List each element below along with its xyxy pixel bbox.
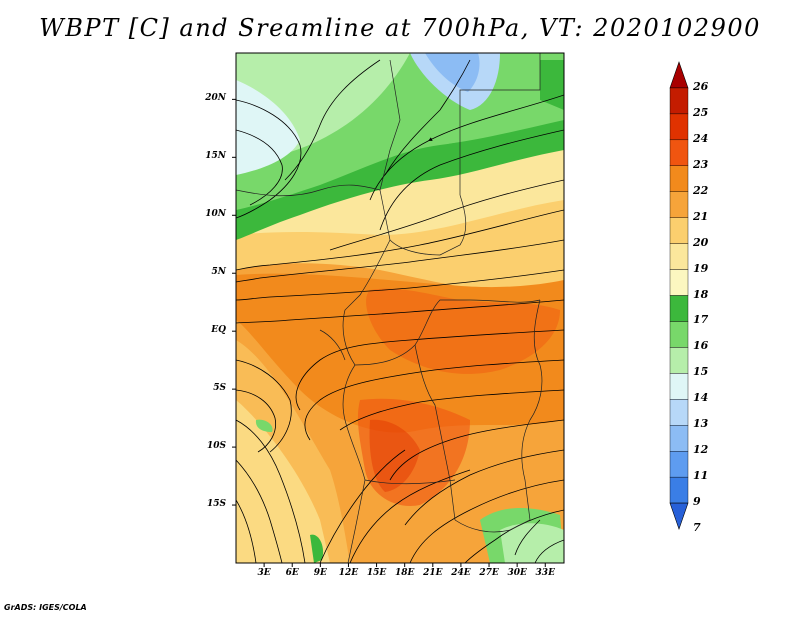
colorbar-segment <box>669 269 689 296</box>
colorbar-segment <box>669 139 689 166</box>
colorbar-segment <box>669 476 689 504</box>
lon-label: 15E <box>366 568 387 578</box>
lat-label: 5S <box>213 383 226 394</box>
lat-label: 15S <box>206 499 226 510</box>
colorbar-segment <box>669 451 689 478</box>
lon-label: 24E <box>451 568 471 578</box>
colorbar-segment <box>669 165 689 192</box>
colorbar-segment <box>669 243 689 270</box>
lon-label: 3E <box>257 568 271 578</box>
colorbar-label: 22 <box>693 183 709 197</box>
colorbar-label: 18 <box>693 287 709 301</box>
colorbar-label: 16 <box>693 339 709 353</box>
colorbar-label: 15 <box>693 365 709 379</box>
lon-ticks <box>263 563 546 567</box>
chart-title: WBPT [C] and Sreamline at 700hPa, VT: 20… <box>39 14 761 42</box>
lon-label: 6E <box>285 568 299 578</box>
streamlines <box>236 59 564 563</box>
lat-label: 20N <box>205 93 226 104</box>
lon-label: 9E <box>313 568 327 578</box>
lon-label: 21E <box>423 568 443 578</box>
lat-label: EQ <box>211 325 226 336</box>
lat-ticks <box>232 98 236 506</box>
wbpt-field <box>236 53 564 563</box>
colorbar-label: 19 <box>693 261 709 275</box>
colorbar-segment <box>669 321 689 348</box>
colorbar-segment <box>669 217 689 244</box>
colorbar-label: 17 <box>693 313 709 327</box>
colorbar-segment <box>669 295 689 322</box>
lat-label: 5N <box>211 267 227 278</box>
lat-label: 15N <box>205 151 226 162</box>
colorbar-label: 23 <box>693 157 709 171</box>
colorbar-label: 14 <box>693 391 709 405</box>
colorbar-top-arrow <box>669 61 689 89</box>
colorbar-segment <box>669 191 689 218</box>
colorbar-segment <box>669 373 689 400</box>
colorbar-segment <box>669 399 689 426</box>
lon-label: 12E <box>338 568 359 578</box>
colorbar-label: 20 <box>693 235 709 249</box>
map-frame <box>235 52 565 564</box>
colorbar-label: 9 <box>693 495 701 509</box>
colorbar-label: 24 <box>693 131 709 145</box>
colorbar-label: 26 <box>693 79 709 93</box>
colorbar-segment <box>669 113 689 141</box>
lat-label: 10N <box>205 209 226 220</box>
lon-label: 18E <box>394 568 415 578</box>
lat-label: 10S <box>206 441 226 452</box>
colorbar-segment <box>669 87 689 115</box>
colorbar-label: 7 <box>693 521 701 535</box>
lon-label: 30E <box>507 568 527 578</box>
colorbar-bottom-arrow <box>669 502 689 530</box>
colorbar-label: 13 <box>693 417 709 431</box>
colorbar-label: 21 <box>693 209 709 223</box>
colorbar <box>669 61 689 530</box>
country-borders <box>236 53 543 563</box>
lon-label: 33E <box>535 568 555 578</box>
grads-credit: GrADS: IGES/COLA <box>4 603 87 612</box>
lon-label: 27E <box>479 568 499 578</box>
colorbar-segment <box>669 425 689 452</box>
colorbar-label: 25 <box>693 105 709 119</box>
colorbar-segment <box>669 347 689 374</box>
colorbar-label: 12 <box>693 443 709 457</box>
colorbar-label: 11 <box>693 469 709 483</box>
